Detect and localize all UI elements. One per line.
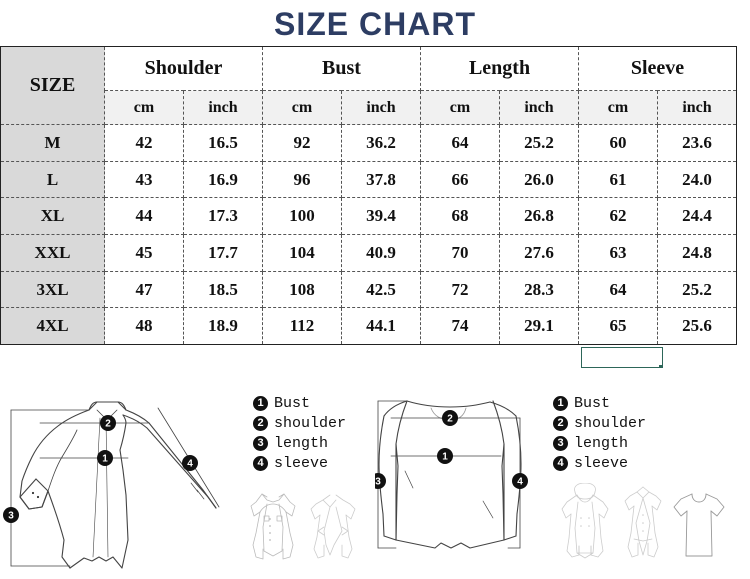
svg-text:4: 4 (517, 477, 523, 488)
svg-text:3: 3 (8, 511, 14, 522)
svg-text:2: 2 (105, 419, 111, 430)
svg-text:1: 1 (442, 452, 448, 463)
svg-text:3: 3 (375, 477, 381, 488)
svg-text:4: 4 (187, 459, 193, 470)
svg-text:2: 2 (447, 414, 453, 425)
svg-text:1: 1 (102, 454, 108, 465)
